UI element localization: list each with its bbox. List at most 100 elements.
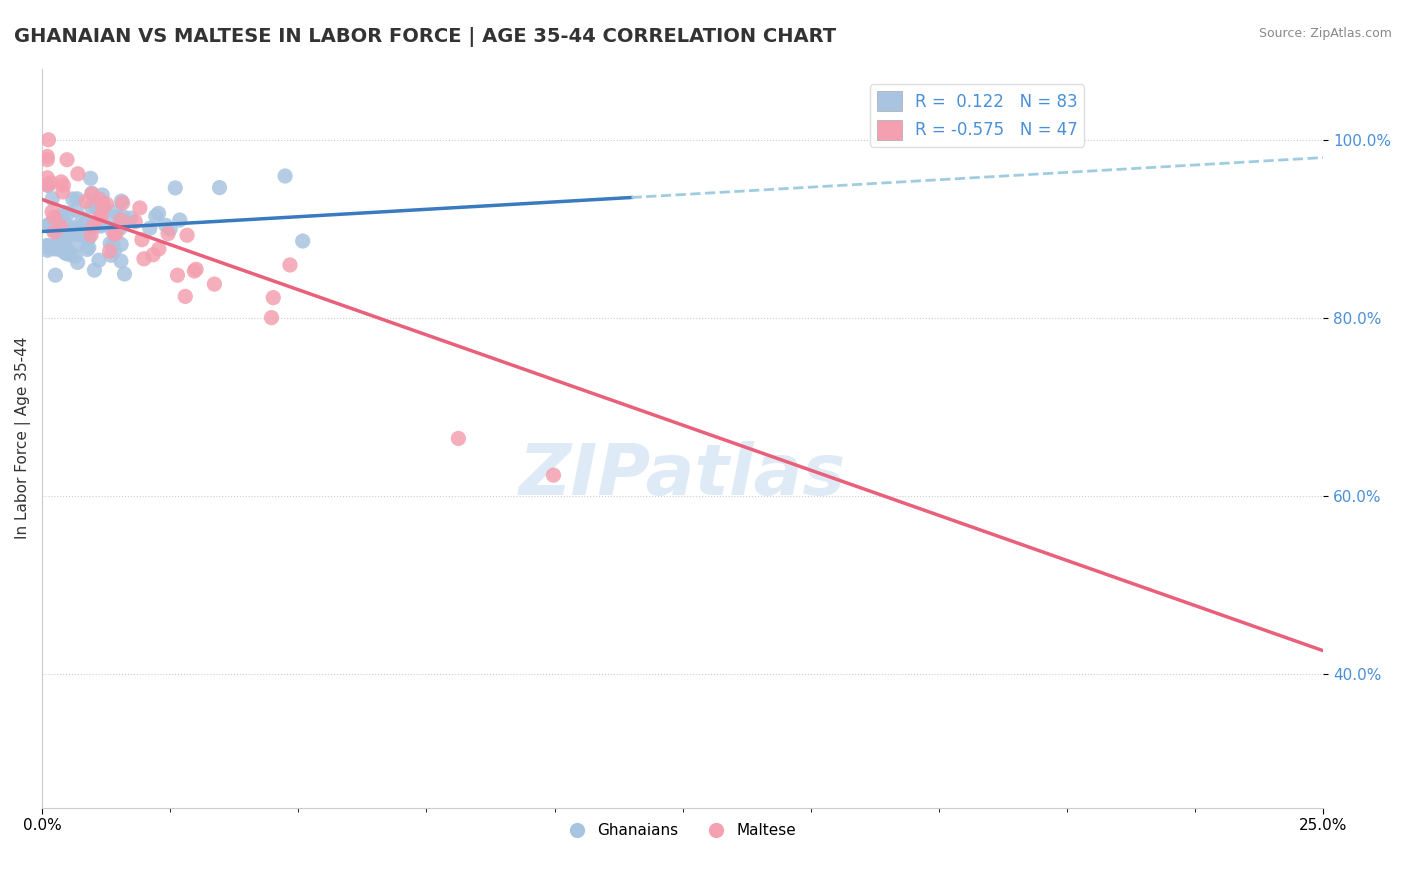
Point [86, 201, 108, 215]
Point [111, 209, 134, 223]
Point [202, 277, 225, 291]
Point [184, 262, 207, 277]
Point [82, 220, 104, 235]
Point [447, 432, 470, 446]
Point [89, 218, 111, 232]
Point [73, 223, 96, 237]
Point [89, 193, 111, 207]
Point [52, 235, 75, 250]
Point [100, 248, 122, 262]
Point [65, 238, 87, 252]
Point [56, 206, 79, 220]
Point [37, 149, 59, 163]
Point [79, 171, 101, 186]
Point [62, 219, 84, 234]
Point [55, 217, 77, 231]
Point [83, 263, 105, 277]
Point [66, 227, 89, 241]
Point [110, 254, 132, 268]
Point [89, 210, 111, 224]
Point [278, 258, 301, 272]
Point [155, 219, 177, 233]
Point [65, 202, 87, 217]
Point [52, 178, 75, 193]
Point [110, 237, 132, 252]
Point [41, 204, 63, 219]
Point [91, 218, 114, 232]
Point [38, 242, 60, 256]
Point [89, 219, 111, 234]
Point [80, 200, 103, 214]
Point [63, 249, 86, 263]
Point [91, 199, 114, 213]
Point [39, 176, 62, 190]
Point [51, 175, 73, 189]
Point [37, 218, 59, 232]
Point [73, 217, 96, 231]
Point [37, 170, 59, 185]
Point [80, 186, 103, 201]
Point [262, 291, 284, 305]
Point [37, 178, 59, 193]
Point [110, 221, 132, 235]
Point [53, 205, 76, 219]
Point [62, 192, 84, 206]
Legend: Ghanaians, Maltese: Ghanaians, Maltese [564, 817, 801, 845]
Point [37, 153, 59, 167]
Y-axis label: In Labor Force | Age 35-44: In Labor Force | Age 35-44 [15, 337, 31, 540]
Point [104, 204, 127, 219]
Point [65, 227, 87, 242]
Point [37, 239, 59, 253]
Point [103, 243, 125, 257]
Point [291, 234, 314, 248]
Text: ZIPatlas: ZIPatlas [519, 441, 846, 509]
Point [44, 225, 66, 239]
Point [110, 213, 132, 227]
Point [114, 267, 136, 281]
Point [98, 244, 121, 259]
Point [274, 169, 297, 183]
Point [77, 240, 100, 254]
Point [42, 222, 65, 236]
Point [66, 255, 89, 269]
Point [148, 206, 170, 220]
Point [82, 219, 104, 234]
Point [124, 214, 146, 228]
Point [42, 211, 65, 225]
Point [80, 228, 103, 243]
Point [101, 237, 124, 252]
Point [80, 186, 103, 201]
Point [44, 242, 66, 256]
Point [66, 192, 89, 206]
Point [96, 197, 118, 211]
Point [91, 188, 114, 202]
Point [176, 228, 198, 243]
Point [87, 253, 110, 268]
Point [148, 242, 170, 256]
Point [76, 243, 98, 257]
Point [139, 221, 162, 235]
Point [157, 227, 180, 241]
Point [93, 199, 115, 213]
Point [120, 211, 142, 226]
Point [41, 192, 63, 206]
Point [56, 243, 79, 257]
Point [110, 194, 132, 208]
Point [46, 235, 69, 249]
Point [59, 248, 82, 262]
Point [111, 196, 134, 211]
Point [166, 268, 188, 283]
Point [55, 231, 77, 245]
Point [132, 252, 155, 266]
Point [105, 227, 128, 241]
Point [131, 233, 153, 247]
Point [543, 468, 565, 483]
Point [53, 245, 76, 260]
Point [93, 200, 115, 214]
Point [66, 167, 89, 181]
Point [145, 209, 167, 223]
Text: GHANAIAN VS MALTESE IN LABOR FORCE | AGE 35-44 CORRELATION CHART: GHANAIAN VS MALTESE IN LABOR FORCE | AGE… [14, 27, 837, 46]
Point [208, 180, 231, 194]
Point [42, 219, 65, 233]
Point [37, 238, 59, 252]
